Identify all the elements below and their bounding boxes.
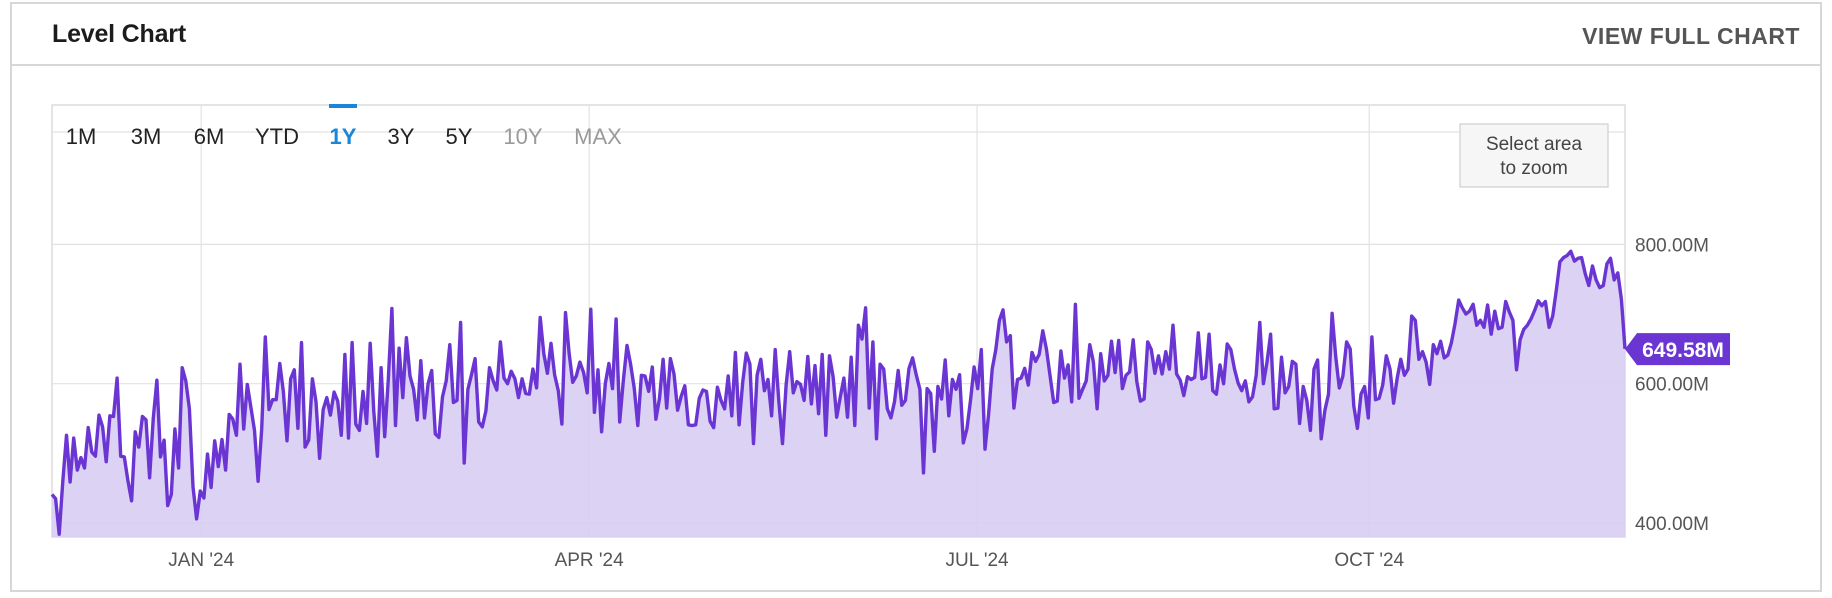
range-button-6m[interactable]: 6M [194,124,225,149]
series-line[interactable] [50,249,1627,536]
range-button-max: MAX [574,124,622,149]
last-value-tag: 649.58M [1625,333,1730,366]
last-value-marker [1625,333,1730,366]
range-button-5y[interactable]: 5Y [446,124,473,149]
y-tick-label: 800.00M [1635,235,1709,256]
card-header: Level Chart VIEW FULL CHART [12,4,1820,66]
range-button-1m[interactable]: 1M [66,124,97,149]
last-value-label: 649.58M [1642,339,1724,362]
x-tick-label: OCT '24 [1334,550,1404,571]
y-tick-label: 400.00M [1635,514,1709,535]
y-tick-label: 600.00M [1635,375,1709,396]
zoom-hint-text: Select area [1486,134,1583,155]
chart-title: Level Chart [52,20,186,48]
range-button-3y[interactable]: 3Y [388,124,415,149]
range-button-3m[interactable]: 3M [131,124,162,149]
x-tick-label: APR '24 [555,550,625,571]
range-selector: 1M 3M 6M YTD 1Y 3Y 5Y 10Y MAX [66,104,622,149]
x-tick-label: JAN '24 [168,550,234,571]
range-button-10y: 10Y [503,124,542,149]
series-area [52,251,1625,538]
x-tick-label: JUL '24 [945,550,1009,571]
view-full-chart-link[interactable]: VIEW FULL CHART [1582,23,1800,49]
range-button-ytd[interactable]: YTD [255,124,299,149]
active-range-indicator [329,104,357,108]
range-button-1y[interactable]: 1Y [330,124,357,149]
area-layer [50,249,1627,538]
axis-layer: JAN '24 APR '24 JUL '24 OCT '24 400.00M 600.0… [168,235,1709,571]
zoom-hint-box [1459,123,1609,188]
zoom-hint: Select area to zoom [1459,123,1609,188]
zoom-hint-text: to zoom [1500,158,1568,179]
